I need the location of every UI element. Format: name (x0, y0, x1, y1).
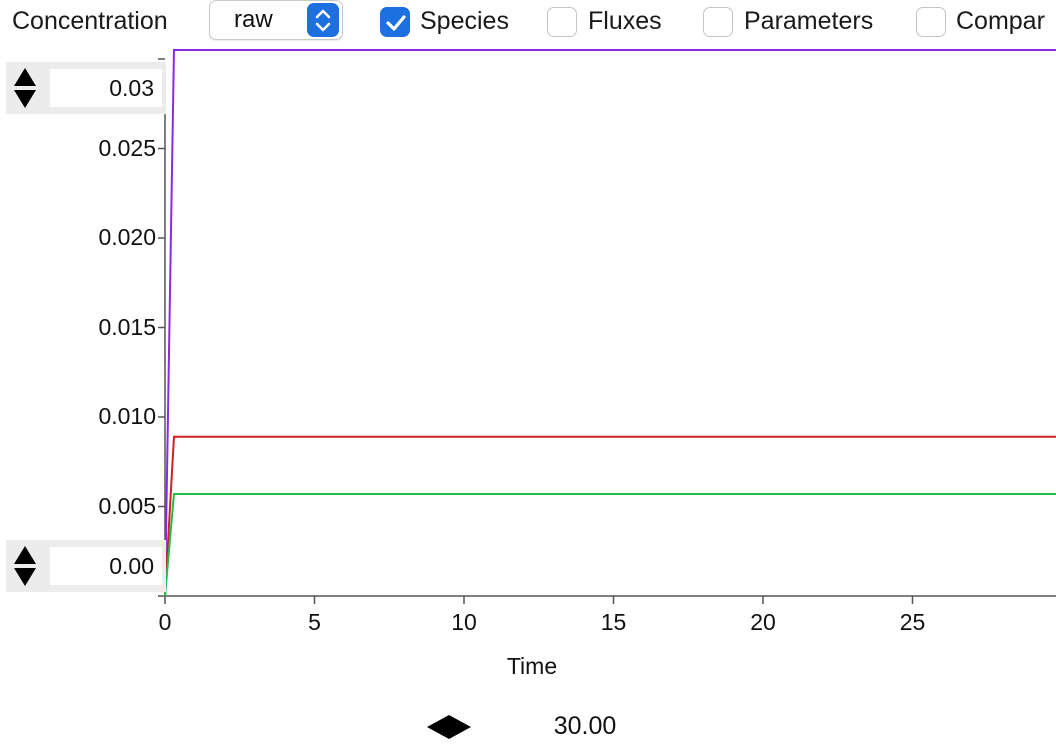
scale-select[interactable]: raw (209, 0, 343, 40)
y-min-spinner[interactable]: 0.00 (6, 540, 166, 592)
series-line-0 (164, 49, 1056, 597)
species-checkbox[interactable] (380, 7, 410, 37)
parameters-checkbox[interactable] (703, 7, 733, 37)
diamond-icon (427, 715, 471, 739)
up-down-arrows-icon[interactable] (12, 66, 38, 110)
toolbar: Concentration raw Species Fluxes Paramet… (0, 0, 1056, 46)
updown-chevron-icon (307, 3, 339, 37)
series-line-1 (164, 435, 1056, 597)
time-value: 30.00 (553, 712, 617, 740)
series-line-2 (164, 492, 1056, 597)
compartments-label: Compar (956, 7, 1045, 35)
x-axis-label: Time (506, 653, 558, 679)
y-max-value: 0.03 (109, 75, 154, 101)
x-tick-label: 25 (899, 609, 926, 635)
y-tick-label: 0.025 (98, 134, 156, 161)
y-min-value: 0.00 (109, 553, 154, 579)
time-slider-thumb[interactable] (427, 714, 471, 740)
scale-select-value: raw (234, 6, 273, 33)
mode-label: Concentration (12, 7, 168, 35)
y-tick-label: 0.015 (98, 313, 156, 340)
y-max-input[interactable]: 0.03 (50, 69, 162, 107)
species-label: Species (420, 7, 509, 35)
y-max-spinner[interactable]: 0.03 (6, 62, 166, 114)
compartments-checkbox[interactable] (916, 7, 946, 37)
fluxes-checkbox[interactable] (547, 7, 577, 37)
up-down-arrows-icon[interactable] (12, 544, 38, 588)
parameters-label: Parameters (744, 7, 874, 35)
x-tick-label: 20 (750, 609, 776, 635)
fluxes-label: Fluxes (588, 7, 662, 35)
checkmark-icon (386, 15, 406, 31)
y-min-input[interactable]: 0.00 (50, 547, 162, 585)
x-tick-label: 15 (600, 609, 627, 635)
x-tick-label: 10 (451, 609, 477, 635)
x-tick-label: 5 (308, 609, 321, 635)
y-tick-label: 0.010 (98, 403, 156, 429)
y-tick-label: 0.005 (98, 492, 156, 519)
x-tick-label: 0 (158, 609, 172, 635)
y-tick-label: 0.020 (98, 224, 156, 250)
